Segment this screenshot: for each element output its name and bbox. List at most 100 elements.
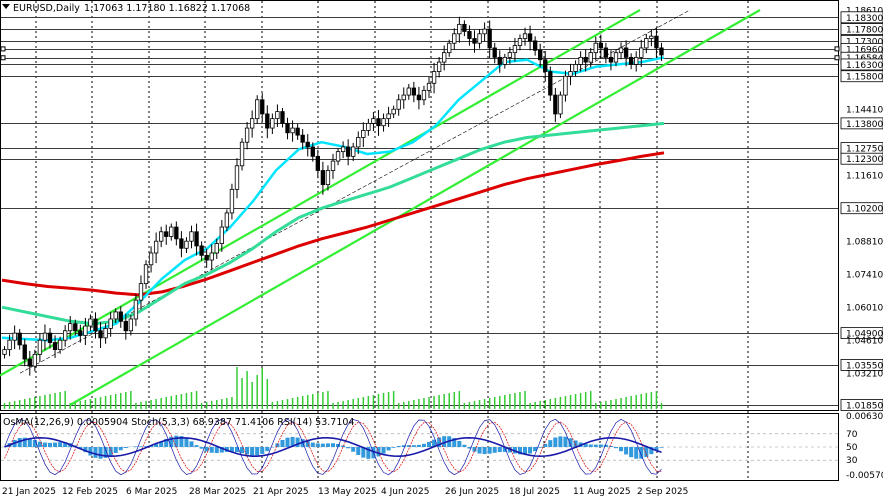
osma-bar — [543, 443, 548, 447]
osma-bar — [169, 436, 174, 447]
price-label-box — [840, 359, 883, 371]
osma-bar — [523, 447, 528, 455]
candle-body — [442, 52, 447, 63]
osma-bar — [346, 447, 351, 449]
candle-body — [507, 52, 513, 58]
osma-bar — [472, 447, 477, 452]
candle-body — [502, 56, 507, 65]
candle-body — [532, 40, 538, 51]
osma-bar — [573, 440, 578, 447]
osma-bar — [83, 447, 88, 453]
candle-body — [406, 87, 411, 96]
osma-bar — [659, 447, 664, 448]
osma-bar — [583, 443, 588, 447]
osma-bar — [624, 447, 629, 455]
osma-bar — [285, 437, 290, 447]
price-label-box — [840, 11, 883, 24]
osma-bar — [255, 447, 260, 456]
candle-body — [583, 56, 588, 63]
osma-bar — [608, 445, 613, 447]
price-scale-label: 1.10200 — [846, 205, 883, 215]
osma-bar — [325, 443, 330, 447]
osma-bar — [265, 447, 270, 452]
osma-bar — [144, 446, 149, 447]
candle-body — [275, 111, 280, 120]
candle-body — [593, 42, 598, 54]
price-label-box — [840, 202, 883, 215]
candle-body — [164, 231, 169, 237]
osma-bar — [548, 440, 553, 447]
candle-body — [522, 33, 528, 39]
osma-bar — [497, 447, 502, 453]
rsi-line — [4, 436, 662, 458]
osma-bar — [108, 447, 113, 456]
candle-body — [527, 33, 533, 42]
candle-body — [472, 38, 477, 44]
osma-bar — [538, 447, 543, 448]
candle-body — [239, 141, 245, 167]
candle-body — [143, 264, 149, 285]
candle-body — [588, 52, 593, 63]
price-scale-label: 1.17800 — [846, 26, 883, 36]
osma-bar — [482, 447, 487, 455]
candle-body — [68, 323, 73, 332]
price-scale-label: 1.17300 — [846, 37, 883, 47]
level-marker-left — [0, 46, 6, 52]
indicator-header: OsMA(12,26,9) 0.0005904 Stoch(5,3,3) 68.… — [3, 417, 354, 428]
osma-bar — [22, 437, 27, 447]
candle-body — [603, 47, 609, 58]
osma-bar — [260, 447, 265, 454]
indicator-scale-label: 30 — [846, 456, 858, 466]
candle-body — [169, 226, 174, 237]
candle-body — [22, 344, 27, 360]
channel-mid-line — [19, 9, 691, 374]
candle-body — [351, 146, 356, 157]
candle-body — [659, 47, 664, 56]
volume-bars — [3, 367, 663, 409]
osma-bar — [250, 447, 255, 456]
candle-body — [512, 45, 518, 54]
osma-bar — [416, 444, 421, 447]
osma-bar — [452, 437, 457, 447]
candle-body — [204, 254, 209, 261]
osma-bar — [32, 440, 37, 447]
candle-body — [361, 130, 366, 138]
osma-bar — [229, 447, 234, 452]
candle-body — [224, 212, 230, 228]
osma-bar — [234, 447, 240, 453]
candle-body — [447, 42, 452, 54]
candle-body — [628, 56, 634, 65]
price-label-box — [840, 152, 883, 165]
osma-bar — [138, 446, 143, 447]
candle-body — [214, 243, 219, 254]
candle-body — [578, 56, 583, 65]
candle-body — [194, 231, 199, 247]
x-tick-label: 4 Jun 2025 — [381, 487, 429, 497]
osma-bar — [245, 447, 250, 455]
menu-triangle-icon[interactable] — [2, 4, 10, 9]
x-tick-label: 21 Apr 2025 — [253, 487, 309, 497]
price-scale-label: 1.14410 — [846, 105, 883, 115]
candle-body — [386, 113, 391, 120]
candle-body — [391, 108, 396, 115]
osma-bar — [154, 443, 159, 447]
osma-bar — [209, 447, 214, 453]
price-scale-label: 1.12750 — [846, 145, 883, 155]
price-scale-label: 1.01850 — [846, 402, 883, 412]
candle-body — [260, 99, 265, 115]
candle-body — [618, 47, 624, 54]
candle-body — [543, 59, 548, 72]
osma-bar — [533, 447, 538, 452]
candle-body — [421, 89, 427, 101]
osma-bar — [654, 447, 659, 451]
price-scale-label: 1.04610 — [846, 336, 883, 346]
osma-bar — [598, 444, 603, 447]
candle-body — [613, 52, 619, 63]
candle-body — [7, 339, 12, 351]
osma-bar — [58, 442, 63, 447]
price-label-box — [840, 70, 883, 83]
candle-body — [78, 330, 83, 336]
stoch-signal-line — [4, 421, 662, 473]
candle-body — [184, 240, 189, 249]
